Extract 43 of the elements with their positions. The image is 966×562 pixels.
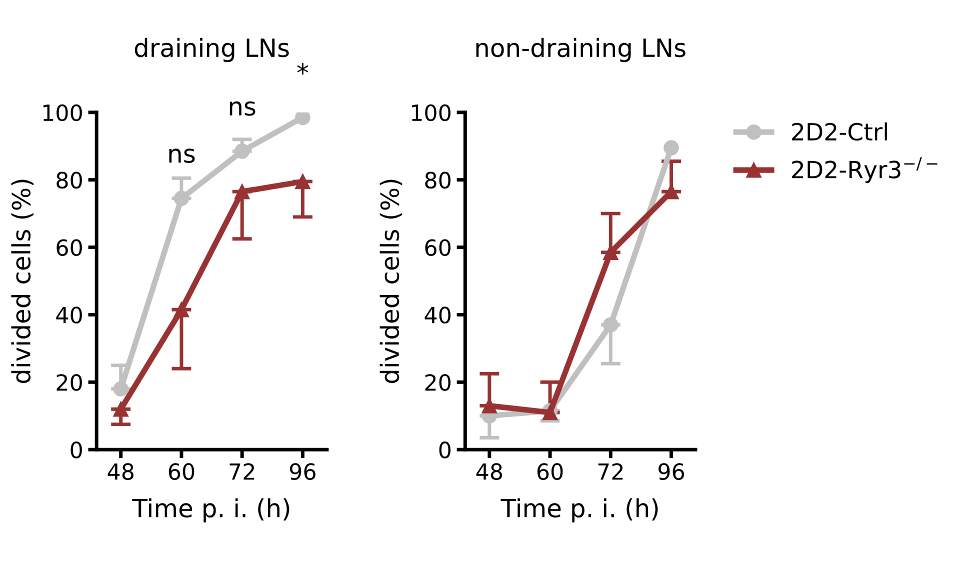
y-tick-label: 20 [56,374,82,391]
y-tick-label: 100 [412,104,450,122]
chart-title: non-draining LNs [476,38,686,62]
y-tick-label: 80 [425,172,450,189]
point [664,140,679,156]
x-tick-label: 60 [537,463,563,480]
y-tick-label: 0 [439,442,450,458]
x-axis-title: Time p. i. (h) [132,498,290,522]
y-tick-label: 40 [424,306,450,324]
point [482,398,498,414]
point [603,244,618,260]
point [174,190,190,206]
y-tick-label: 40 [56,306,82,324]
point [234,144,250,159]
y-tick-label: 80 [56,172,82,189]
point [234,184,250,200]
y-axis-title: divided cells (%) [11,180,34,384]
y-tick-label: 100 [43,104,82,122]
legend-label: 2D2-Ryr3$^{−/−}$ [792,157,938,184]
point [295,112,310,126]
y-tick-label: 60 [425,239,450,256]
point [603,317,618,332]
x-axis-title: Time p. i. (h) [500,498,658,522]
point [113,381,128,397]
x-tick-label: 72 [598,463,623,480]
x-tick-label: 48 [108,463,134,480]
point [295,174,310,190]
y-axis-title: divided cells (%) [380,180,402,384]
point [113,401,128,417]
annotation: ns [230,101,256,116]
y-tick-label: 60 [56,239,82,256]
x-tick-label: 96 [290,463,316,480]
x-tick-label: 96 [658,463,684,480]
annotation: ns [169,148,195,163]
legend-label: 2D2-Ctrl [792,122,887,141]
y-tick-label: 0 [70,442,82,458]
y-tick-label: 20 [425,374,450,391]
chart-title: draining LNs [134,38,289,62]
point [174,302,190,318]
x-tick-label: 60 [168,463,194,480]
annotation: * [297,63,308,75]
x-tick-label: 72 [230,463,254,480]
x-tick-label: 48 [476,463,502,480]
